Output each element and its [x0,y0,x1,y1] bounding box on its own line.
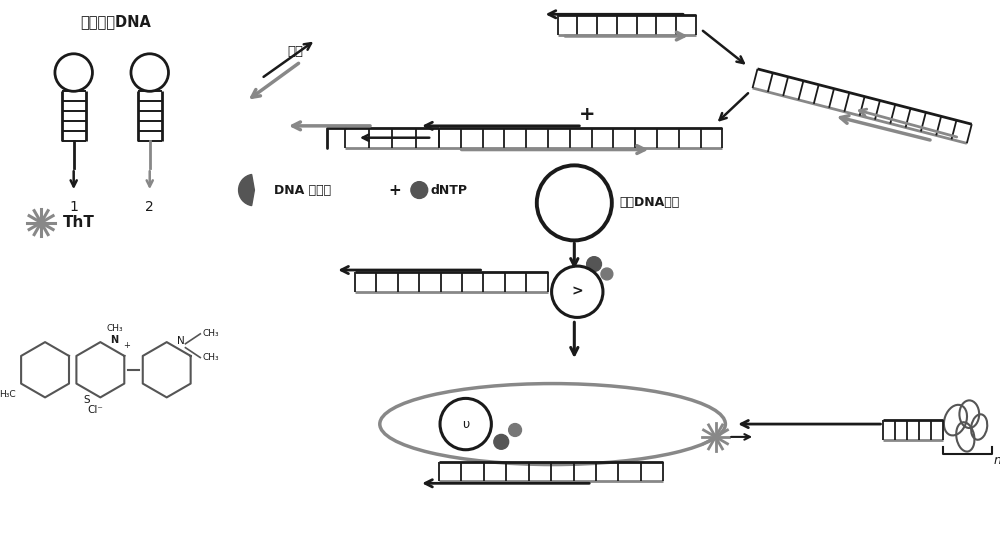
Text: dNTP: dNTP [430,183,467,196]
Wedge shape [239,175,254,206]
Text: DNA 聚合酶: DNA 聚合酶 [274,183,331,196]
Text: H₃C: H₃C [0,390,15,399]
Text: n: n [994,454,1000,467]
Text: S: S [83,395,90,405]
Text: 靶标: 靶标 [288,45,304,58]
Circle shape [587,257,601,271]
Circle shape [509,424,521,436]
Text: Cl⁻: Cl⁻ [87,405,103,415]
Text: +: + [388,183,401,197]
Text: 发卡结构DNA: 发卡结构DNA [81,14,152,29]
Circle shape [411,182,428,199]
Text: 2: 2 [145,200,154,214]
Circle shape [494,435,509,449]
Text: >: > [571,285,583,299]
Text: CH₃: CH₃ [107,324,123,333]
Text: CH₃: CH₃ [202,353,219,362]
Text: +: + [123,341,130,350]
Text: 1: 1 [69,200,78,214]
Text: 环状DNA探针: 环状DNA探针 [620,196,680,209]
Text: ThT: ThT [63,215,95,230]
Circle shape [601,268,613,280]
Text: +: + [579,104,595,123]
Text: N: N [177,336,184,345]
Text: CH₃: CH₃ [202,329,219,338]
Text: N: N [110,335,118,345]
Text: υ: υ [462,418,469,430]
